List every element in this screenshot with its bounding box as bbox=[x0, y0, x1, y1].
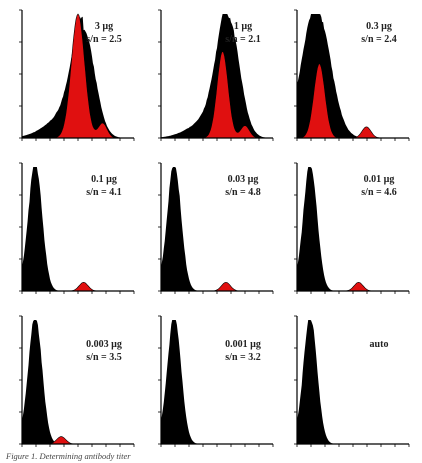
histogram-panel: 0.03 µg s/n = 4.8 bbox=[158, 162, 279, 297]
panel-label: 0.03 µg s/n = 4.8 bbox=[213, 173, 273, 199]
dose-label: 3 µg bbox=[94, 21, 114, 32]
panel-label: 1 µg s/n = 2.1 bbox=[213, 20, 273, 46]
negative-histogram-area bbox=[297, 320, 409, 444]
signal-noise-label: s/n = 4.1 bbox=[86, 187, 122, 198]
histogram-panel: 0.003 µg s/n = 3.5 bbox=[19, 315, 140, 450]
panel-label: 0.01 µg s/n = 4.6 bbox=[349, 173, 409, 199]
panel-label: 0.1 µg s/n = 4.1 bbox=[74, 173, 134, 199]
histogram-panel: 3 µg s/n = 2.5 bbox=[19, 9, 140, 144]
negative-histogram-area bbox=[161, 320, 273, 444]
signal-noise-label: s/n = 2.5 bbox=[86, 34, 122, 45]
histogram-panel: 0.001 µg s/n = 3.2 bbox=[158, 315, 279, 450]
panel-label: auto bbox=[349, 338, 409, 351]
dose-label: 0.003 µg bbox=[86, 339, 122, 350]
histogram-plot bbox=[158, 9, 274, 141]
negative-histogram-area bbox=[22, 320, 134, 444]
panel-label: 0.003 µg s/n = 3.5 bbox=[74, 338, 134, 364]
panel-label: 0.3 µg s/n = 2.4 bbox=[349, 20, 409, 46]
negative-histogram-area bbox=[161, 14, 273, 138]
dose-label: 0.03 µg bbox=[227, 174, 259, 185]
panel-label: 3 µg s/n = 2.5 bbox=[74, 20, 134, 46]
signal-noise-label: s/n = 2.1 bbox=[225, 34, 261, 45]
signal-noise-label: s/n = 4.6 bbox=[361, 187, 397, 198]
histogram-plot bbox=[158, 315, 274, 447]
signal-noise-label: s/n = 3.5 bbox=[86, 352, 122, 363]
histogram-plot bbox=[19, 9, 135, 141]
figure-caption: Figure 1. Determining antibody titer bbox=[6, 451, 131, 461]
histogram-plot bbox=[19, 162, 135, 294]
dose-label: 1 µg bbox=[233, 21, 253, 32]
histogram-panel: 0.1 µg s/n = 4.1 bbox=[19, 162, 140, 297]
dose-label: auto bbox=[369, 339, 389, 350]
panel-label: 0.001 µg s/n = 3.2 bbox=[213, 338, 273, 364]
histogram-plot bbox=[158, 162, 274, 294]
histogram-plot bbox=[294, 9, 410, 141]
dose-label: 0.3 µg bbox=[366, 21, 392, 32]
negative-histogram-area bbox=[161, 167, 273, 291]
histogram-plot bbox=[294, 162, 410, 294]
signal-noise-label: s/n = 2.4 bbox=[361, 34, 397, 45]
histogram-panel: 1 µg s/n = 2.1 bbox=[158, 9, 279, 144]
dose-label: 0.001 µg bbox=[225, 339, 261, 350]
histogram-plot bbox=[294, 315, 410, 447]
negative-histogram-area bbox=[297, 167, 409, 291]
histogram-panel: 0.3 µg s/n = 2.4 bbox=[294, 9, 415, 144]
histogram-panel: 0.01 µg s/n = 4.6 bbox=[294, 162, 415, 297]
negative-histogram-area bbox=[22, 167, 134, 291]
histogram-panel: auto bbox=[294, 315, 415, 450]
dose-label: 0.1 µg bbox=[91, 174, 117, 185]
signal-noise-label: s/n = 4.8 bbox=[225, 187, 261, 198]
signal-noise-label: s/n = 3.2 bbox=[225, 352, 261, 363]
histogram-plot bbox=[19, 315, 135, 447]
dose-label: 0.01 µg bbox=[363, 174, 395, 185]
